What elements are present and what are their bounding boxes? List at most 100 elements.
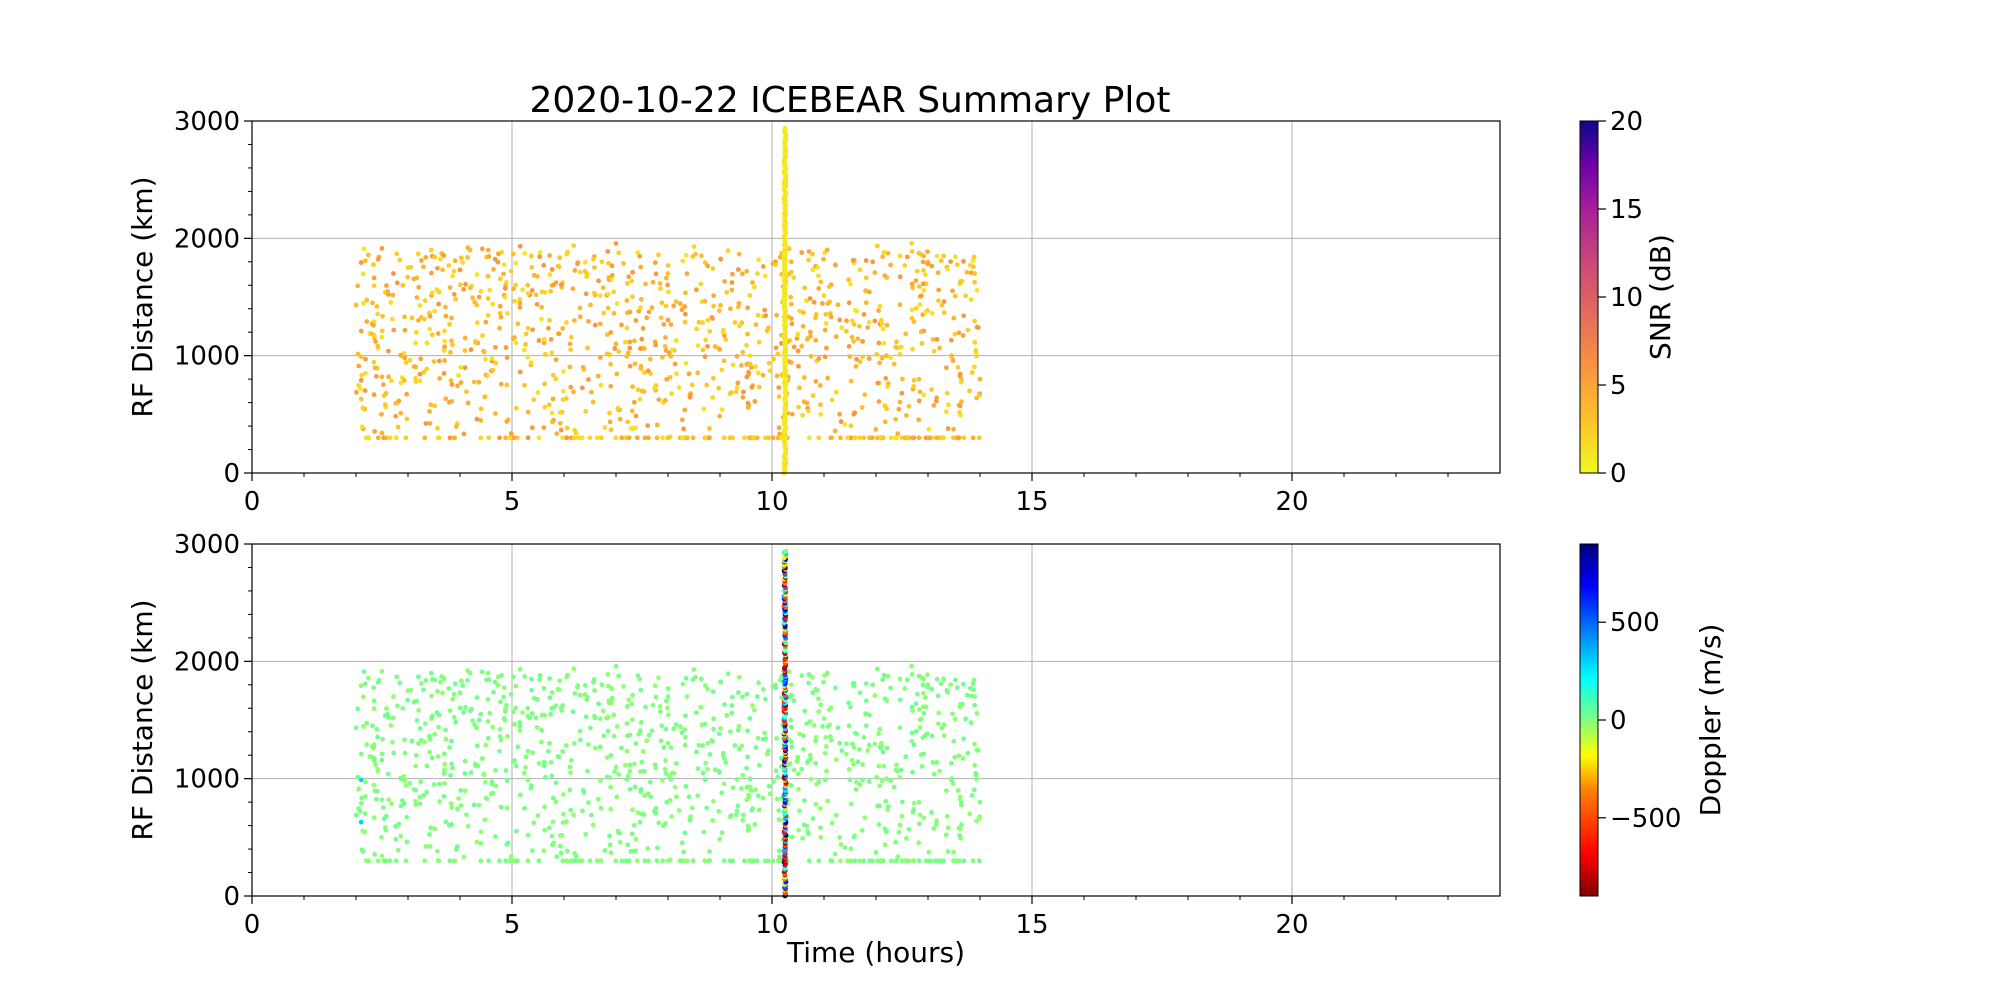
snr-point — [560, 326, 566, 331]
snr-point — [462, 335, 468, 341]
doppler-point — [816, 779, 822, 785]
doppler-point — [656, 820, 662, 826]
doppler-point — [614, 724, 620, 729]
doppler-point — [622, 762, 628, 768]
snr-point — [642, 370, 647, 375]
snr-point — [845, 435, 851, 441]
snr-point — [967, 388, 973, 394]
snr-point — [529, 288, 535, 293]
snr-point — [971, 254, 977, 260]
snr-point — [945, 426, 951, 431]
doppler-point — [718, 726, 723, 731]
doppler-point — [627, 768, 633, 774]
snr-point — [825, 375, 831, 381]
doppler-point — [923, 695, 928, 701]
snr-point — [579, 385, 585, 391]
snr-point — [467, 285, 473, 291]
snr-point — [902, 263, 908, 268]
snr-point — [656, 252, 661, 258]
doppler-point — [525, 705, 530, 711]
doppler-point — [957, 826, 963, 832]
snr-point — [362, 371, 368, 376]
panel-snr-frame — [251, 120, 1501, 474]
snr-point — [961, 313, 967, 319]
doppler-point — [789, 744, 795, 750]
snr-point — [972, 279, 978, 285]
doppler-point — [501, 685, 507, 691]
snr-point — [921, 392, 927, 398]
snr-point — [810, 251, 815, 257]
snr-point — [634, 435, 640, 441]
doppler-point — [564, 674, 570, 680]
doppler-point — [822, 777, 828, 783]
doppler-point — [667, 797, 673, 803]
doppler-point — [417, 801, 423, 807]
snr-point — [577, 269, 583, 275]
snr-point — [933, 398, 939, 404]
doppler-point — [474, 839, 480, 845]
doppler-point — [870, 682, 876, 688]
snr-point — [972, 318, 977, 324]
snr-point — [601, 310, 607, 316]
doppler-point — [365, 858, 371, 864]
doppler-point — [955, 787, 961, 793]
snr-point — [884, 275, 890, 280]
doppler-point — [564, 848, 570, 854]
snr-point — [909, 315, 915, 321]
doppler-point — [379, 669, 385, 674]
doppler-point — [558, 705, 564, 711]
doppler-point — [860, 777, 866, 783]
snr-point — [791, 344, 797, 350]
doppler-point — [647, 779, 653, 785]
doppler-point — [969, 793, 975, 798]
snr-point — [627, 339, 633, 345]
doppler-point — [597, 716, 603, 722]
doppler-point — [872, 741, 878, 747]
doppler-point — [371, 706, 377, 712]
snr-point — [560, 369, 566, 374]
doppler-point — [909, 672, 915, 677]
snr-point — [906, 403, 912, 409]
doppler-point — [424, 789, 430, 795]
doppler-point — [747, 776, 753, 782]
doppler-point — [682, 734, 688, 740]
doppler-point — [627, 762, 633, 768]
snr-point — [665, 289, 671, 295]
snr-point — [867, 289, 872, 295]
snr-point — [492, 411, 498, 416]
doppler-point — [663, 758, 668, 763]
snr-point — [668, 353, 674, 359]
doppler-point — [485, 719, 491, 724]
snr-point — [826, 284, 832, 290]
snr-point — [816, 356, 822, 362]
doppler-point — [385, 771, 391, 777]
doppler-point — [570, 709, 576, 715]
snr-point — [548, 288, 553, 294]
doppler-point — [517, 666, 523, 672]
snr-point — [415, 251, 421, 257]
snr-point — [778, 435, 784, 441]
doppler-point — [700, 770, 706, 776]
snr-point — [734, 353, 740, 359]
doppler-point — [449, 738, 454, 744]
snr-point — [512, 335, 517, 340]
snr-point — [756, 257, 761, 263]
snr-point — [973, 347, 979, 353]
snr-point — [625, 350, 631, 356]
doppler-point — [458, 803, 464, 808]
snr-point — [797, 308, 803, 314]
snr-point — [572, 435, 577, 441]
doppler-point — [903, 754, 909, 760]
doppler-point — [362, 681, 368, 687]
doppler-point — [462, 758, 468, 764]
snr-point — [371, 283, 377, 289]
snr-point — [689, 382, 695, 388]
doppler-point — [941, 733, 947, 738]
doppler-point — [775, 774, 781, 780]
doppler-point — [590, 822, 596, 828]
doppler-point — [583, 831, 589, 837]
doppler-point — [776, 808, 782, 813]
snr-point — [513, 405, 519, 411]
doppler-point — [876, 731, 882, 737]
snr-point — [866, 319, 872, 325]
